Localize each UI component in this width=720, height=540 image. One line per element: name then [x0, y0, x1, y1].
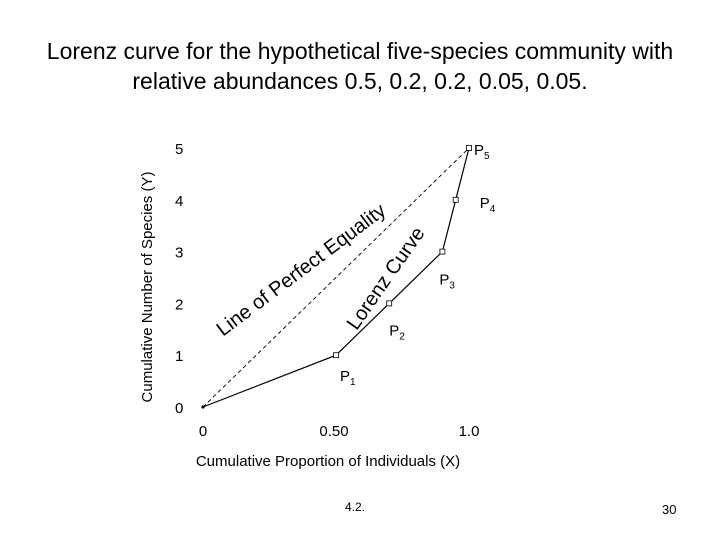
slide-label: 4.2. [345, 500, 366, 514]
point-p4 [452, 196, 459, 203]
y-axis-label: Cumulative Number of Species (Y) [139, 172, 156, 403]
point-p1 [333, 352, 339, 359]
y-tick-label: 4 [175, 193, 183, 210]
point-label-subscript: 5 [484, 151, 490, 162]
point-label-subscript: 4 [490, 204, 496, 215]
y-tick-label: 5 [175, 141, 183, 158]
point-label-p4: P4 [480, 195, 496, 215]
title-line-1: Lorenz curve for the hypothetical five-s… [46, 38, 674, 64]
point-label-p3: P3 [439, 272, 455, 292]
point-origin [201, 405, 205, 409]
lorenz-curve [202, 147, 470, 408]
title-line-2: relative abundances 0.5, 0.2, 0.2, 0.05,… [132, 68, 588, 94]
y-tick-label: 1 [175, 348, 183, 365]
page-title: Lorenz curve for the hypothetical five-s… [0, 36, 720, 96]
y-tick-label: 0 [175, 400, 183, 417]
x-tick-label: 0 [199, 423, 207, 440]
point-label-subscript: 1 [350, 377, 356, 388]
point-label-p5: P5 [474, 142, 490, 162]
point-label-subscript: 2 [399, 331, 405, 342]
page-number: 30 [662, 502, 677, 517]
point-label-p1: P1 [340, 368, 356, 388]
y-tick-label: 2 [175, 296, 183, 313]
point-label-p2: P2 [389, 322, 405, 342]
x-tick-label: 0.50 [319, 423, 348, 440]
x-tick-label: 1.0 [459, 423, 480, 440]
y-tick-label: 3 [175, 245, 183, 262]
point-p3 [439, 248, 446, 255]
x-axis-label: Cumulative Proportion of Individuals (X) [196, 453, 460, 470]
point-p5 [466, 145, 472, 151]
point-label-subscript: 3 [449, 281, 455, 292]
equality-line [202, 147, 470, 408]
point-p2 [386, 300, 393, 307]
